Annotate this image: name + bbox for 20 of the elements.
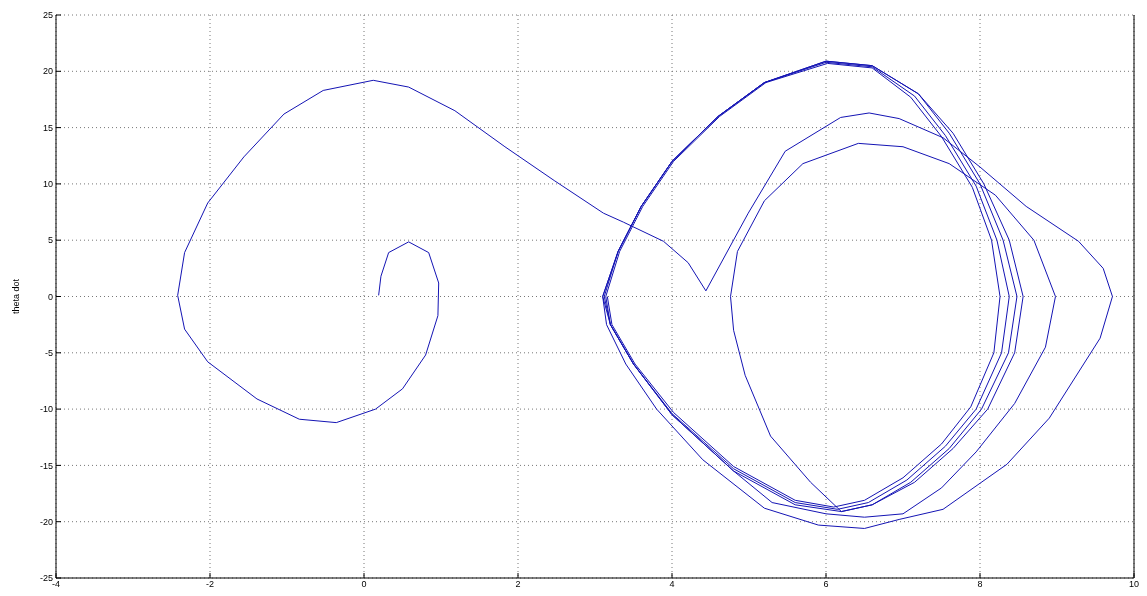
y-tick-label: -25 [39, 573, 53, 584]
y-axis-title: theta dot [11, 278, 22, 315]
y-tick-label: 10 [42, 179, 53, 190]
y-tick-label: 15 [42, 122, 53, 133]
y-tick-label: -10 [39, 404, 53, 415]
x-tick-label: 0 [361, 579, 367, 590]
x-tick-label: 2 [515, 579, 521, 590]
y-tick-label: -15 [39, 460, 53, 471]
y-tick-label: -20 [39, 516, 53, 527]
y-tick-label: 0 [47, 291, 53, 302]
x-tick-label: -2 [205, 579, 215, 590]
y-tick-label: 5 [47, 235, 53, 246]
x-tick-label: 8 [977, 579, 983, 590]
x-tick-label: 4 [669, 579, 675, 590]
y-tick-label: -5 [44, 347, 53, 358]
x-tick-label: 10 [1128, 579, 1140, 590]
line-series [177, 60, 1113, 529]
y-tick-label: 25 [42, 10, 53, 21]
x-tick-label: 6 [823, 579, 829, 590]
y-tick-label: 20 [42, 66, 53, 77]
